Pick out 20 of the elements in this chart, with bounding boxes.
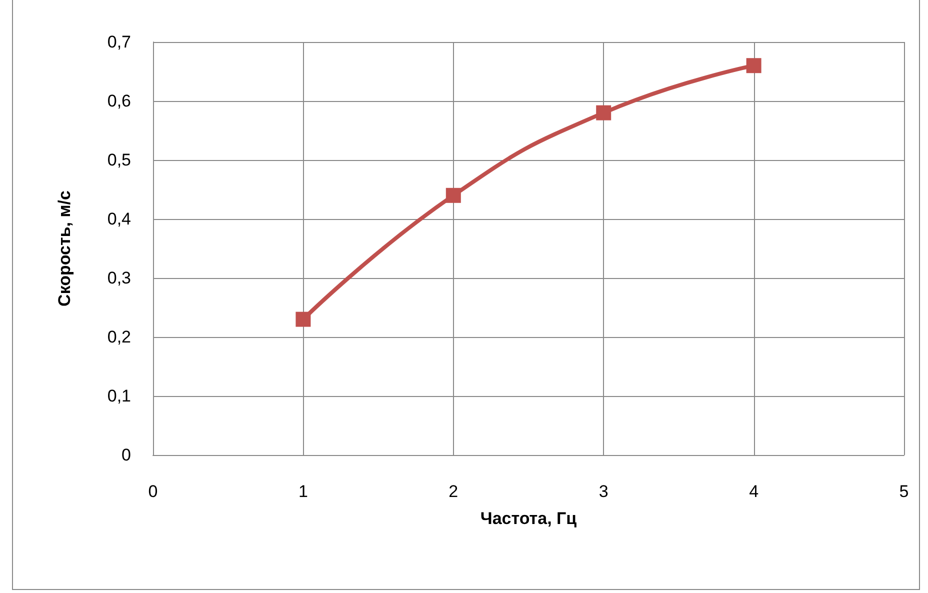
x-tick-label: 4 <box>749 482 759 501</box>
y-tick-label: 0,5 <box>107 150 131 170</box>
x-tick-label: 2 <box>448 482 458 501</box>
y-tick-label: 0,4 <box>107 210 131 228</box>
point <box>446 188 461 203</box>
x-axis-title: Частота, Гц <box>480 509 578 528</box>
x-tick-label: 0 <box>148 482 158 501</box>
point <box>746 58 762 74</box>
point <box>596 105 612 120</box>
x-tick-label: 5 <box>899 482 909 501</box>
point <box>296 312 311 327</box>
y-tick-label: 0,7 <box>107 32 131 52</box>
y-tick-label: 0,2 <box>107 328 131 346</box>
y-tick-label: 0,1 <box>107 386 131 406</box>
y-axis-title: Скорость, м/с <box>55 190 74 306</box>
x-tick-label: 3 <box>598 482 608 501</box>
y-tick-label: 0 <box>122 446 131 464</box>
x-tick-label: 1 <box>298 482 308 501</box>
y-tick-label: 0,6 <box>107 92 131 110</box>
y-tick-label: 0,3 <box>107 268 131 288</box>
